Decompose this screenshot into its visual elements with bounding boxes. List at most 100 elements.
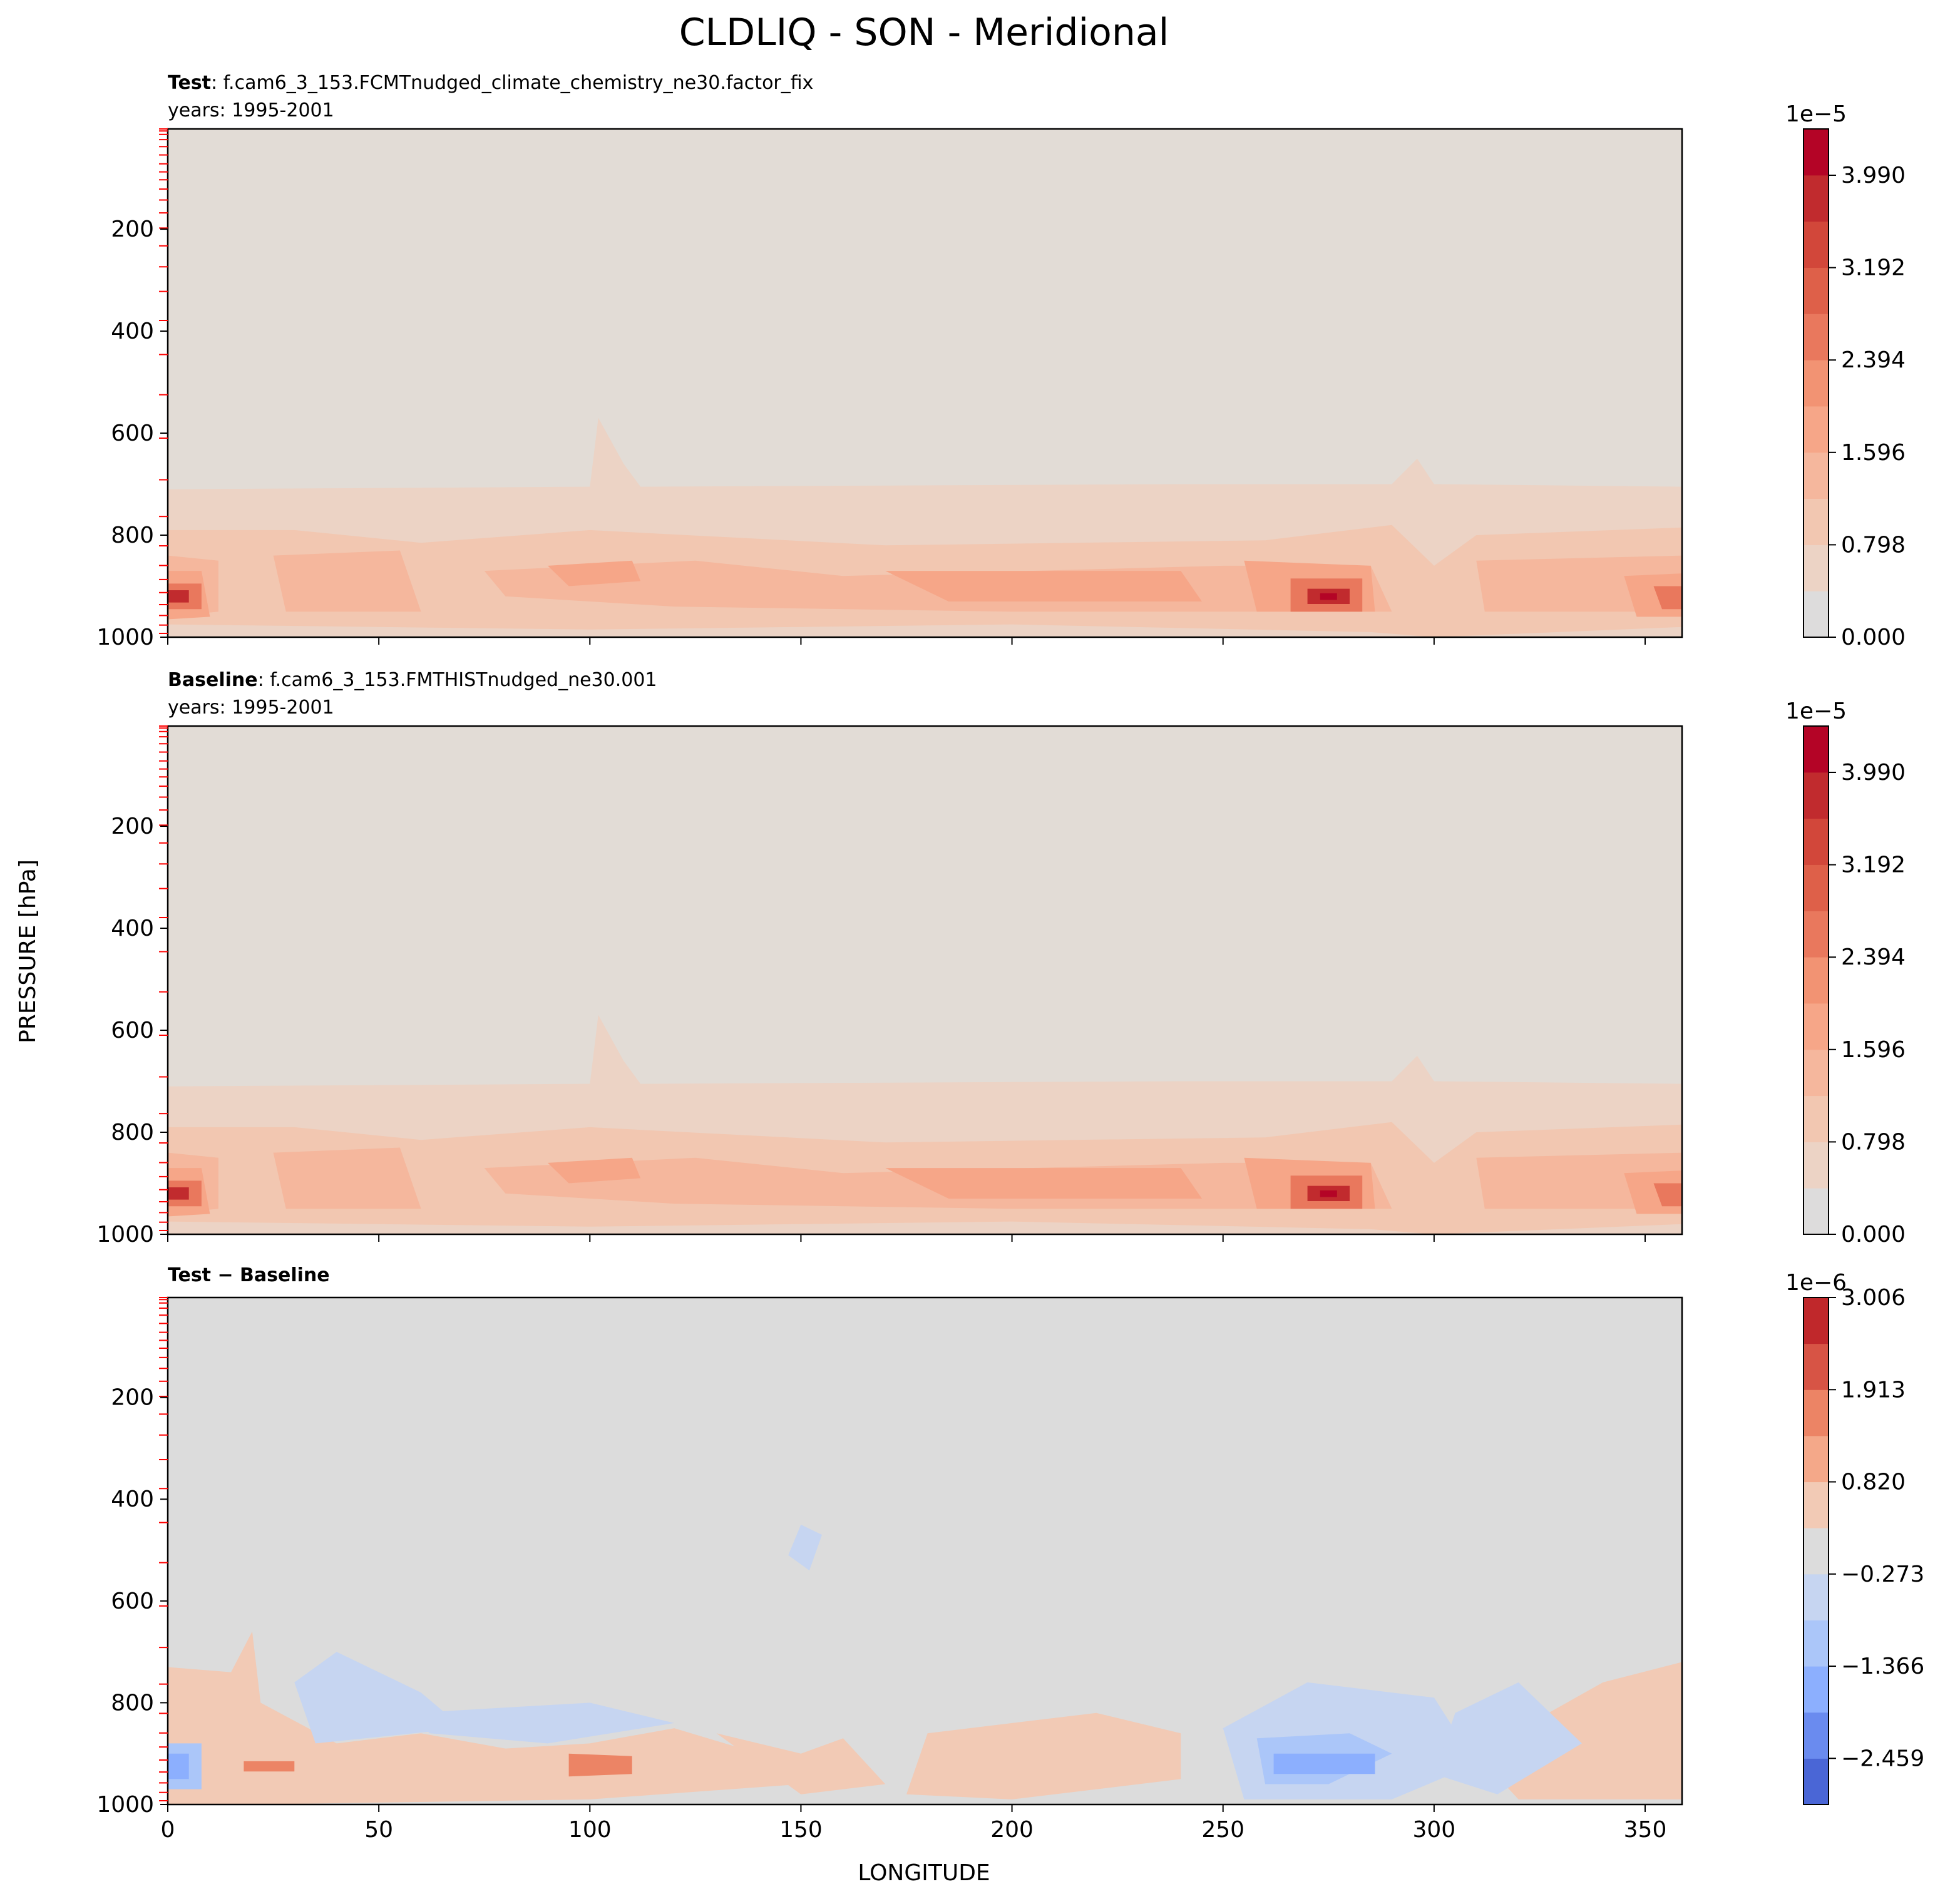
contour-region [885,1168,1202,1199]
colorbar-band [1804,726,1829,773]
colorbar-band [1804,1049,1829,1097]
y-tick-label: 600 [111,1018,154,1043]
contour-region [547,560,641,586]
colorbar-band [1804,1758,1829,1805]
colorbar-band [1804,1003,1829,1050]
colorbar-exponent: 1e−6 [1785,1270,1847,1296]
colorbar-tick-label: −1.366 [1841,1654,1924,1679]
x-axis-label: LONGITUDE [858,1860,990,1886]
contour-region [906,1712,1181,1799]
colorbar-tick-label: 3.192 [1841,852,1906,878]
contour-region [1653,586,1682,610]
colorbar-band [1804,957,1829,1004]
colorbar-band [1804,591,1829,638]
colorbar-band [1804,314,1829,361]
y-tick-label: 200 [111,814,154,839]
colorbar: 0.000 0.798 1.596 2.394 3.192 3.990 1e−5 [1785,699,1906,1247]
y-tick-label: 800 [111,1120,154,1145]
y-tick-label: 600 [111,1589,154,1614]
x-tick-label: 200 [990,1817,1034,1843]
panel-label-text: : f.cam6_3_153.FCMTnudged_climate_chemis… [211,72,813,94]
colorbar-band [1804,1188,1829,1235]
contour-region [168,1187,189,1200]
colorbar-band [1804,1142,1829,1189]
colorbar-band [1804,129,1829,176]
contour-region [244,1761,295,1772]
colorbar-band [1804,221,1829,268]
contour-region [168,1631,801,1804]
x-tick-label: 350 [1624,1817,1667,1843]
colorbar-exponent: 1e−5 [1785,699,1847,724]
contour-region [168,590,189,603]
contour-region [273,550,421,612]
panel-years: years: 1995-2001 [168,100,334,121]
panel-label-bold: Test − Baseline [168,1264,330,1286]
x-tick-label: 300 [1412,1817,1455,1843]
panels: Test: f.cam6_3_153.FCMTnudged_climate_ch… [96,72,1924,1843]
x-tick-label: 100 [568,1817,612,1843]
panel-baseline: Baseline: f.cam6_3_153.FMTHISTnudged_ne3… [96,669,1906,1247]
panel-label-bold: Baseline [168,669,258,691]
colorbar-band [1804,175,1829,222]
colorbar-tick-label: 0.820 [1841,1470,1906,1495]
contour-region [1320,593,1337,600]
colorbar-tick-label: 2.394 [1841,944,1906,970]
x-tick-label: 0 [161,1817,175,1843]
y-axis-label: PRESSURE [hPa] [15,859,41,1043]
colorbar-tick-label: 0.000 [1841,1222,1906,1247]
colorbar-tick-label: 0.000 [1841,625,1906,650]
panel-years: years: 1995-2001 [168,697,334,719]
plot-frame [167,128,1683,638]
contour-region [1476,555,1682,612]
x-tick-label: 250 [1201,1817,1244,1843]
colorbar-exponent: 1e−5 [1785,101,1847,127]
contour-region [885,571,1202,601]
contour-region [1653,1183,1682,1207]
colorbar-band [1804,545,1829,591]
colorbar-frame [1803,128,1829,638]
colorbar-frame [1803,725,1829,1235]
y-tick-label: 200 [111,1385,154,1411]
x-tick-label: 50 [364,1817,393,1843]
panel-label: Baseline: f.cam6_3_153.FMTHISTnudged_ne3… [168,669,657,691]
panel-label: Test: f.cam6_3_153.FCMTnudged_climate_ch… [168,72,813,94]
y-tick-label: 1000 [96,1222,154,1247]
colorbar-tick-label: 0.798 [1841,532,1906,558]
y-tick-label: 800 [111,1690,154,1716]
panel-diff: Test − Baseline 200 400 600 800 1000 0 50 100 150… [96,1264,1924,1843]
colorbar-tick-label: 3.990 [1841,760,1906,786]
contour-region [168,1753,189,1779]
contour-region [1320,1190,1337,1197]
panel-label-text: : f.cam6_3_153.FMTHISTnudged_ne30.001 [258,669,657,691]
colorbar-tick-label: 0.798 [1841,1129,1906,1155]
y-tick-label: 1000 [96,1792,154,1818]
colorbar-band [1804,1095,1829,1142]
colorbar-tick-label: 3.990 [1841,163,1906,188]
colorbar-band [1804,406,1829,453]
colorbar-frame [1803,1297,1829,1805]
colorbar-band [1804,1712,1829,1759]
contour-region [788,1524,823,1571]
colorbar-band [1804,452,1829,499]
colorbar-band [1804,1435,1829,1483]
colorbar-tick-label: −0.273 [1841,1562,1924,1587]
contour-region [547,1157,641,1184]
y-tick-label: 200 [111,217,154,242]
x-tick-label: 150 [779,1817,823,1843]
colorbar-band [1804,1298,1829,1344]
y-tick-label: 400 [111,319,154,344]
colorbar-tick-label: 1.596 [1841,440,1906,466]
colorbar-tick-label: 1.596 [1841,1037,1906,1063]
contour-region [413,1702,675,1744]
colorbar-band [1804,267,1829,314]
plot-frame [167,1296,1683,1806]
colorbar-band [1804,911,1829,958]
panel-label: Test − Baseline [168,1264,330,1286]
colorbar: 0.000 0.798 1.596 2.394 3.192 3.990 1e−5 [1785,101,1906,650]
y-tick-label: 800 [111,523,154,548]
colorbar-band [1804,818,1829,865]
y-tick-label: 600 [111,421,154,446]
colorbar-tick-label: −2.459 [1841,1746,1924,1771]
